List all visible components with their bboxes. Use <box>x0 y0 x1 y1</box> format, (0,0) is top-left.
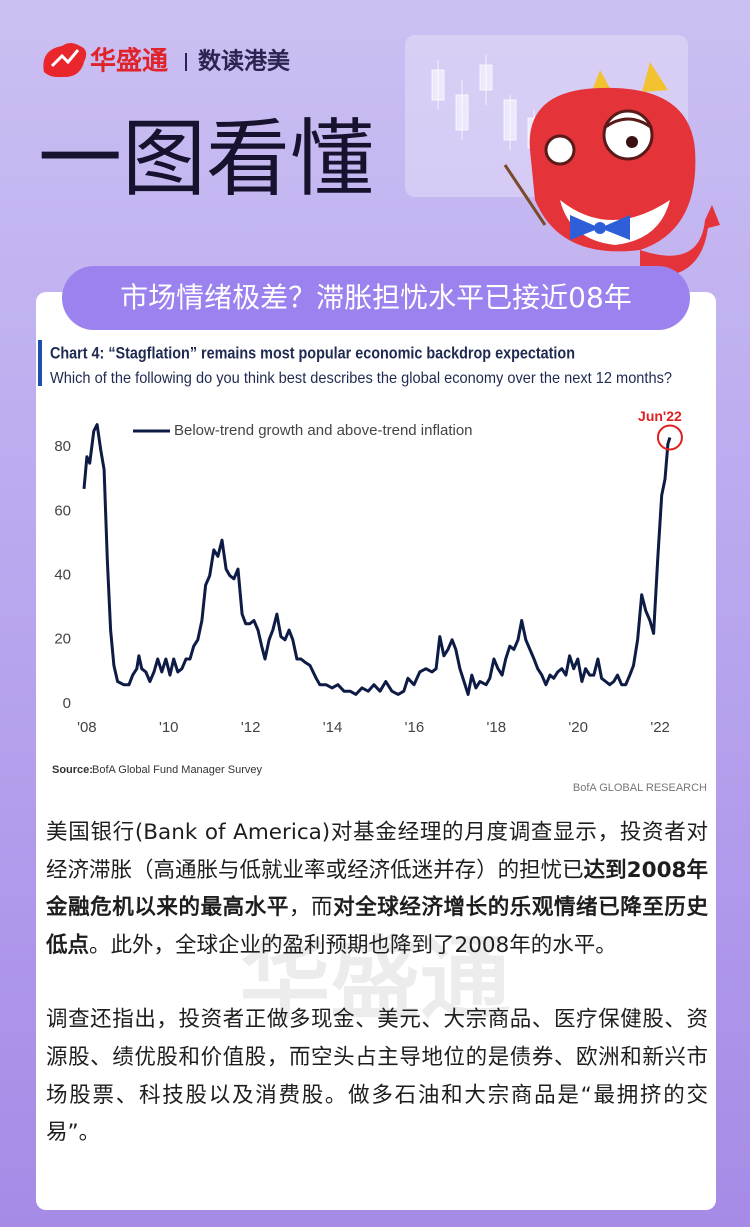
x-tick-label: '18 <box>487 719 507 736</box>
x-tick-label: '12 <box>241 719 261 736</box>
body-text: 美国银行(Bank of America)对基金经理的月度调查显示，投资者对经济… <box>46 814 708 1189</box>
text: 。此外，全球企业的盈利预期也降到了2008年的水平。 <box>89 932 617 958</box>
y-tick-label: 20 <box>54 631 71 648</box>
chart-subtitle: Which of the following do you think best… <box>50 370 672 387</box>
y-tick-label: 0 <box>63 695 71 712</box>
data-line <box>82 423 672 696</box>
text: 美国银行(Bank of America)对基金经理的月度调查显示，投资者对经济… <box>46 820 708 883</box>
x-tick-label: '22 <box>650 719 670 736</box>
x-tick-label: '14 <box>323 719 343 736</box>
bold-text: 达到2008年金融危机以来的最高水平 <box>46 857 708 921</box>
annotation: Jun'22 <box>638 408 682 424</box>
source-label: Source: <box>52 764 93 776</box>
page-title: 一图看懂 <box>38 110 374 208</box>
text: 调查还指出，投资者正做多现金、美元、大宗商品、医疗保健股、资源股、绩优股和价值股… <box>46 1007 708 1146</box>
y-tick-label: 80 <box>54 438 71 455</box>
x-tick-label: '16 <box>405 719 425 736</box>
y-tick-label: 60 <box>54 502 71 519</box>
x-tick-label: '20 <box>568 719 588 736</box>
x-tick-label: '10 <box>159 719 179 736</box>
chart-title: Chart 4: “Stagflation” remains most popu… <box>50 344 575 362</box>
paragraph: 美国银行(Bank of America)对基金经理的月度调查显示，投资者对经济… <box>46 814 708 964</box>
chart-accent <box>38 340 42 386</box>
watermark: 华盛通 <box>240 927 510 1032</box>
paragraph: 调查还指出，投资者正做多现金、美元、大宗商品、医疗保健股、资源股、绩优股和价值股… <box>46 1001 708 1151</box>
source: BofA Global Fund Manager Survey <box>92 764 262 776</box>
credit: BofA GLOBAL RESEARCH <box>573 782 707 794</box>
brand: 华盛通 <box>90 46 168 77</box>
legend-label: Below-trend growth and above-trend infla… <box>174 422 473 439</box>
card <box>36 292 716 1210</box>
bold-text: 对全球经济增长的乐观情绪已降至历史低点 <box>46 895 708 958</box>
column: 数读港美 <box>198 48 290 75</box>
headline: 市场情绪极差？滞胀担忧水平已接近08年 <box>120 281 632 314</box>
headline-pill <box>62 266 690 330</box>
highlight-circle <box>656 424 683 451</box>
y-tick-label: 40 <box>54 567 71 584</box>
text: ，而 <box>288 895 334 921</box>
logo-icon <box>43 43 87 78</box>
mascot <box>503 62 720 277</box>
x-tick-label: '08 <box>77 719 97 736</box>
